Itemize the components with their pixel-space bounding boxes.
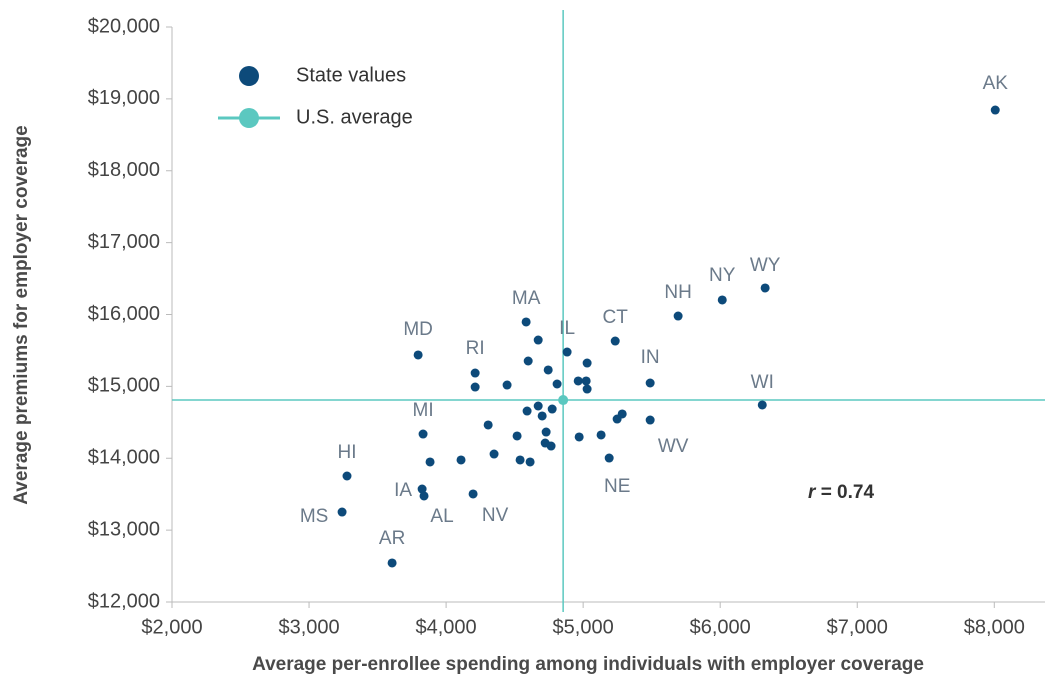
state-label: MI bbox=[413, 400, 434, 421]
state-point bbox=[468, 489, 478, 499]
state-point bbox=[604, 453, 614, 463]
state-point bbox=[574, 432, 584, 442]
state-point bbox=[470, 382, 480, 392]
state-point bbox=[525, 457, 535, 467]
state-point bbox=[419, 491, 429, 501]
state-point bbox=[418, 429, 428, 439]
x-tick-label: $8,000 bbox=[964, 616, 1025, 638]
correlation-annotation: r = 0.74 bbox=[808, 482, 874, 503]
state-label: RI bbox=[466, 338, 485, 359]
state-point bbox=[533, 335, 543, 345]
y-tick-label: $19,000 bbox=[88, 87, 160, 109]
state-label: WY bbox=[750, 255, 781, 276]
state-point bbox=[543, 365, 553, 375]
state-label: NV bbox=[482, 505, 509, 526]
state-point bbox=[582, 384, 592, 394]
state-point bbox=[425, 457, 435, 467]
state-point bbox=[673, 311, 683, 321]
x-tick-label: $3,000 bbox=[278, 616, 339, 638]
state-point bbox=[413, 350, 423, 360]
state-label: MD bbox=[403, 319, 433, 340]
state-label: IA bbox=[394, 480, 412, 501]
legend-label: U.S. average bbox=[296, 106, 413, 128]
state-point bbox=[573, 376, 583, 386]
state-label: WI bbox=[751, 372, 774, 393]
state-point bbox=[456, 455, 466, 465]
x-tick-label: $2,000 bbox=[141, 616, 202, 638]
y-axis-title: Average premiums for employer coverage bbox=[11, 125, 32, 504]
state-label: MS bbox=[300, 506, 329, 527]
state-label: NY bbox=[709, 265, 736, 286]
state-point bbox=[502, 380, 512, 390]
state-point bbox=[470, 368, 480, 378]
y-tick-label: $14,000 bbox=[88, 447, 160, 469]
state-label: MA bbox=[512, 288, 541, 309]
y-tick-label: $12,000 bbox=[88, 590, 160, 612]
state-label: HI bbox=[338, 442, 357, 463]
average-point bbox=[558, 395, 569, 406]
y-tick-label: $13,000 bbox=[88, 518, 160, 540]
state-point bbox=[522, 406, 532, 416]
state-label: AR bbox=[379, 528, 405, 549]
legend-marker bbox=[239, 108, 259, 128]
state-point bbox=[489, 449, 499, 459]
x-tick-label: $5,000 bbox=[553, 616, 614, 638]
state-point bbox=[552, 379, 562, 389]
state-point bbox=[990, 105, 1000, 115]
state-point bbox=[417, 484, 427, 494]
state-point bbox=[546, 441, 556, 451]
state-label: AK bbox=[983, 73, 1009, 94]
state-point bbox=[645, 415, 655, 425]
y-tick-label: $20,000 bbox=[88, 15, 160, 37]
state-point bbox=[541, 427, 551, 437]
state-point bbox=[523, 356, 533, 366]
state-point bbox=[337, 507, 347, 517]
state-point bbox=[533, 401, 543, 411]
state-point bbox=[757, 400, 767, 410]
x-tick-label: $7,000 bbox=[827, 616, 888, 638]
state-point bbox=[581, 376, 591, 386]
state-point bbox=[645, 378, 655, 388]
y-tick-label: $16,000 bbox=[88, 303, 160, 325]
state-point bbox=[515, 455, 525, 465]
x-tick-label: $4,000 bbox=[416, 616, 477, 638]
state-point bbox=[582, 358, 592, 368]
legend-marker bbox=[239, 66, 259, 86]
state-point bbox=[596, 430, 606, 440]
state-point bbox=[617, 409, 627, 419]
state-point bbox=[387, 558, 397, 568]
state-point bbox=[537, 411, 547, 421]
state-point bbox=[717, 295, 727, 305]
state-point bbox=[521, 317, 531, 327]
state-label: NE bbox=[604, 476, 630, 497]
state-point bbox=[760, 283, 770, 293]
state-label: WV bbox=[658, 436, 689, 457]
y-tick-label: $17,000 bbox=[88, 231, 160, 253]
x-axis-title: Average per-enrollee spending among indi… bbox=[252, 654, 924, 675]
y-tick-label: $15,000 bbox=[88, 375, 160, 397]
y-tick-label: $18,000 bbox=[88, 159, 160, 181]
annotation-text: = 0.74 bbox=[821, 482, 875, 503]
state-point bbox=[610, 336, 620, 346]
state-label: AL bbox=[430, 506, 453, 527]
state-point bbox=[342, 471, 352, 481]
state-label: IN bbox=[641, 347, 660, 368]
x-tick-label: $6,000 bbox=[690, 616, 751, 638]
legend-label: State values bbox=[296, 64, 406, 86]
state-point bbox=[512, 431, 522, 441]
state-label: CT bbox=[603, 307, 629, 328]
state-point bbox=[547, 404, 557, 414]
state-label: NH bbox=[664, 282, 691, 303]
state-label: IL bbox=[559, 318, 575, 339]
state-point bbox=[562, 347, 572, 357]
annotation-var: r bbox=[808, 482, 817, 503]
state-point bbox=[483, 420, 493, 430]
